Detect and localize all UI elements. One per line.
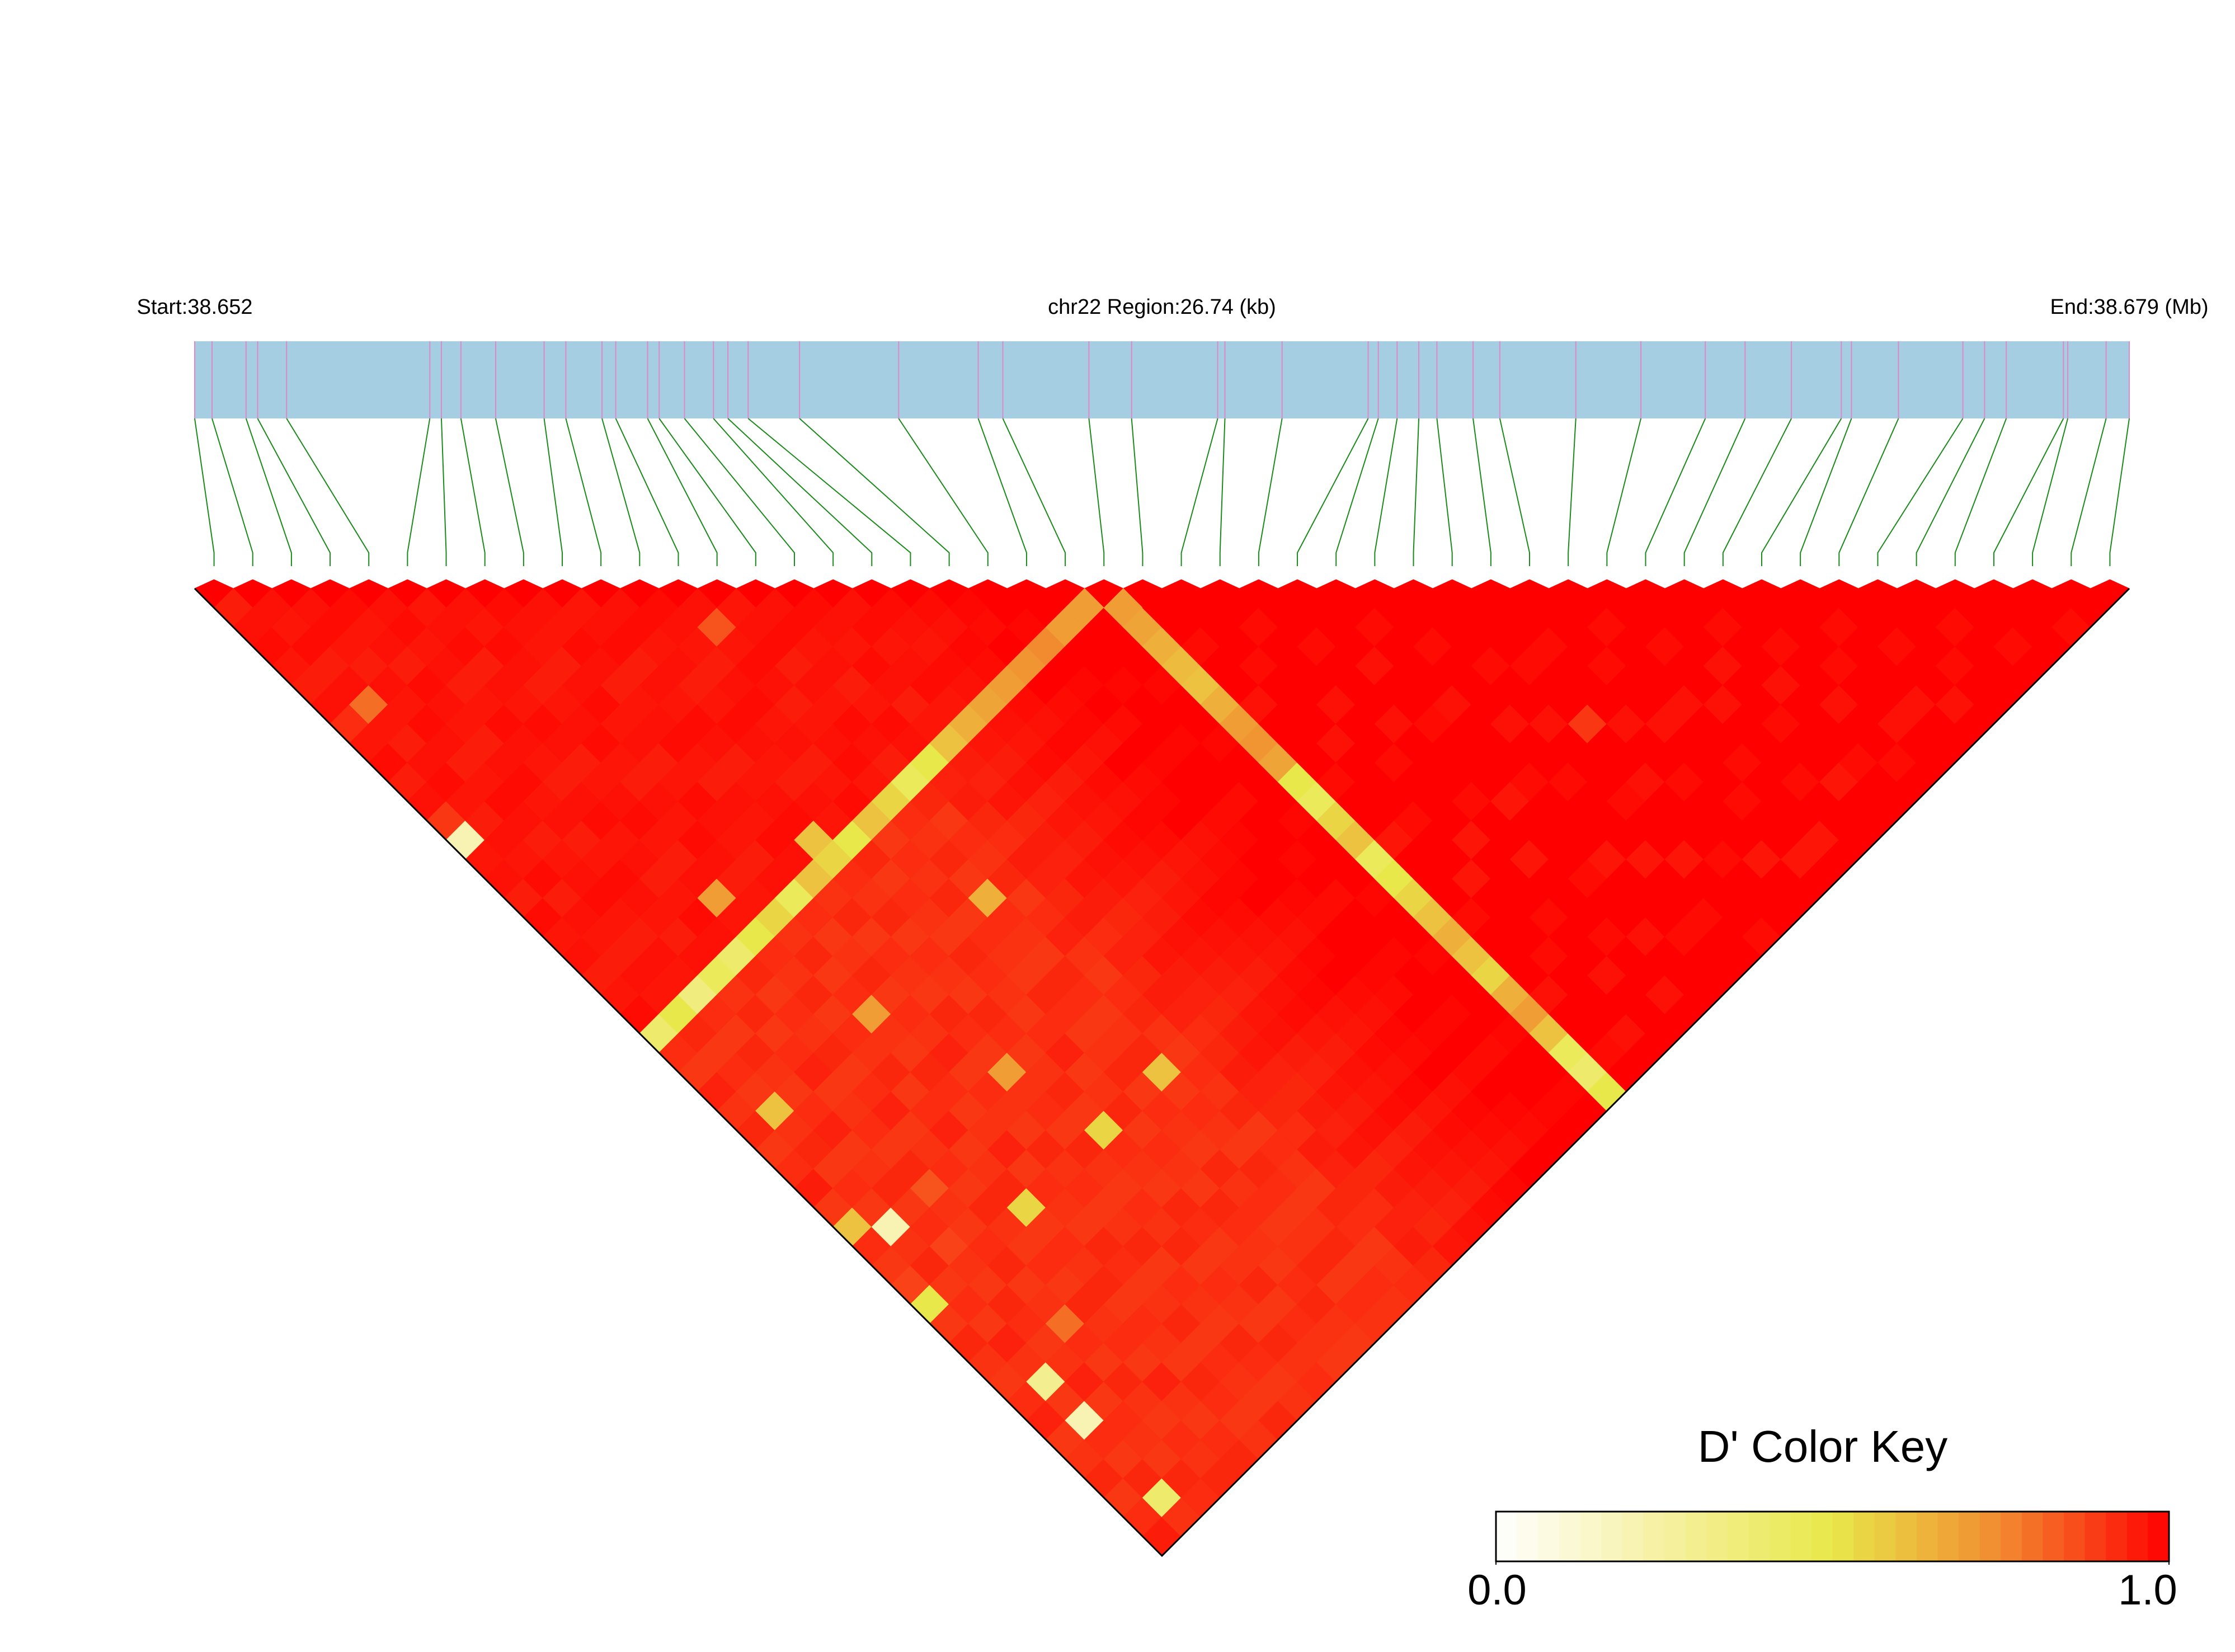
snp-link — [194, 418, 215, 566]
colorbar-step — [1664, 1512, 1686, 1561]
colorbar-step — [2126, 1512, 2148, 1561]
colorbar-step — [2106, 1512, 2128, 1561]
colorbar-title: D' Color Key — [1698, 1422, 1948, 1471]
colorbar-tick-label: 0.0 — [1467, 1566, 1527, 1614]
colorbar-step — [1559, 1512, 1580, 1561]
snp-link — [615, 418, 679, 566]
snp-link — [1436, 418, 1453, 566]
snp-link — [565, 418, 602, 566]
colorbar-step — [1580, 1512, 1602, 1561]
snp-link — [407, 418, 431, 566]
snp-link — [245, 418, 292, 566]
snp-link — [1645, 418, 1706, 566]
colorbar-step — [1622, 1512, 1644, 1561]
colorbar-step — [1685, 1512, 1707, 1561]
snp-link — [1413, 418, 1420, 566]
snp-link — [1219, 418, 1226, 566]
colorbar-step — [1601, 1512, 1623, 1561]
snp-link — [747, 418, 911, 566]
snp-link — [713, 418, 834, 566]
snp-link — [1258, 418, 1283, 566]
snp-link — [1472, 418, 1491, 566]
snp-link — [286, 418, 370, 566]
snp-link — [1877, 418, 1964, 566]
snp-link — [1954, 418, 2007, 566]
colorbar-step — [2021, 1512, 2043, 1561]
snp-link — [684, 418, 795, 566]
colorbar-step — [1937, 1512, 1959, 1561]
snp-link — [1722, 418, 1792, 566]
snp-link — [601, 418, 641, 566]
snp-link — [1002, 418, 1066, 566]
snp-link — [1088, 418, 1105, 566]
colorbar-step — [2064, 1512, 2086, 1561]
snp-link — [1499, 418, 1531, 566]
colorbar-step — [1727, 1512, 1749, 1561]
snp-link — [1606, 418, 1642, 566]
snp-link — [658, 418, 756, 566]
colorbar-step — [1769, 1512, 1791, 1561]
snp-link — [898, 418, 989, 566]
colorbar-tick-label: 1.0 — [2118, 1566, 2177, 1614]
snp-link — [1993, 418, 2064, 566]
colorbar-step — [1979, 1512, 2001, 1561]
colorbar-step — [1538, 1512, 1560, 1561]
snp-link — [495, 418, 524, 566]
snp-link — [2032, 418, 2069, 566]
region-label: chr22 Region:26.74 (kb) — [1048, 295, 1276, 319]
snp-link — [1297, 418, 1369, 566]
colorbar-step — [1748, 1512, 1770, 1561]
snp-link — [2109, 418, 2130, 566]
snp-link — [1374, 418, 1398, 566]
snp-link — [1180, 418, 1218, 566]
position-bar — [195, 341, 2129, 418]
snp-link — [1568, 418, 1577, 566]
snp-link — [1838, 418, 1899, 566]
colorbar-step — [1811, 1512, 1833, 1561]
colorbar-step — [2148, 1512, 2170, 1561]
snp-link — [1683, 418, 1746, 566]
colorbar-step — [1959, 1512, 1980, 1561]
colorbar-step — [1790, 1512, 1812, 1561]
colorbar-step — [1853, 1512, 1875, 1561]
colorbar-step — [1832, 1512, 1854, 1561]
end-label: End:38.679 (Mb) — [2050, 295, 2208, 319]
colorbar-step — [1643, 1512, 1665, 1561]
colorbar-step — [1874, 1512, 1896, 1561]
snp-link — [1916, 418, 1985, 566]
snp-link — [799, 418, 950, 566]
colorbar-step — [2085, 1512, 2106, 1561]
snp-link — [1761, 418, 1842, 566]
colorbar-step — [1895, 1512, 1917, 1561]
snp-link — [1335, 418, 1379, 566]
snp-link — [727, 418, 873, 566]
triangle-outline — [194, 587, 2130, 1557]
snp-link — [543, 418, 563, 566]
snp-link — [1800, 418, 1852, 566]
snp-link — [211, 418, 253, 566]
colorbar-step — [2001, 1512, 2022, 1561]
snp-link — [460, 418, 486, 566]
snp-link — [2071, 418, 2107, 566]
colorbar-step — [1706, 1512, 1728, 1561]
colorbar-step — [2043, 1512, 2064, 1561]
snp-link — [1131, 418, 1144, 566]
colorbar-step — [1517, 1512, 1538, 1561]
snp-link — [977, 418, 1027, 566]
snp-link — [647, 418, 718, 566]
snp-link — [440, 418, 447, 566]
start-label: Start:38.652 — [137, 295, 252, 319]
colorbar-frame — [1495, 1510, 2170, 1562]
colorbar-step — [1916, 1512, 1938, 1561]
colorbar-step — [1496, 1512, 1518, 1561]
snp-link — [257, 418, 331, 566]
